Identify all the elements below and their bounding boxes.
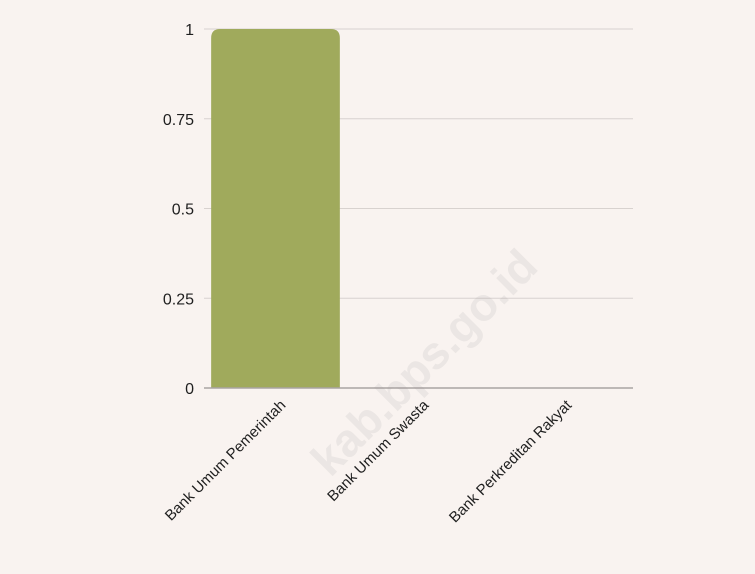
y-tick-label: 0 — [185, 381, 194, 398]
y-tick-label: 1 — [185, 22, 194, 39]
x-tick-label: Bank Umum Swasta — [324, 396, 433, 505]
y-tick-label: 0.5 — [172, 202, 194, 219]
y-tick-label: 0.25 — [163, 291, 194, 308]
x-tick-label: Bank Perkreditan Rakyat — [446, 396, 576, 526]
bar-bank-umum-pemerintah — [211, 29, 340, 388]
bars — [211, 29, 340, 388]
y-tick-label: 0.75 — [163, 112, 194, 129]
y-tick-labels: 0 0.25 0.5 0.75 1 — [163, 22, 194, 398]
x-tick-label: Bank Umum Pemerintah — [162, 397, 290, 525]
x-tick-labels: Bank Umum Pemerintah Bank Umum Swasta Bank… — [162, 396, 576, 526]
